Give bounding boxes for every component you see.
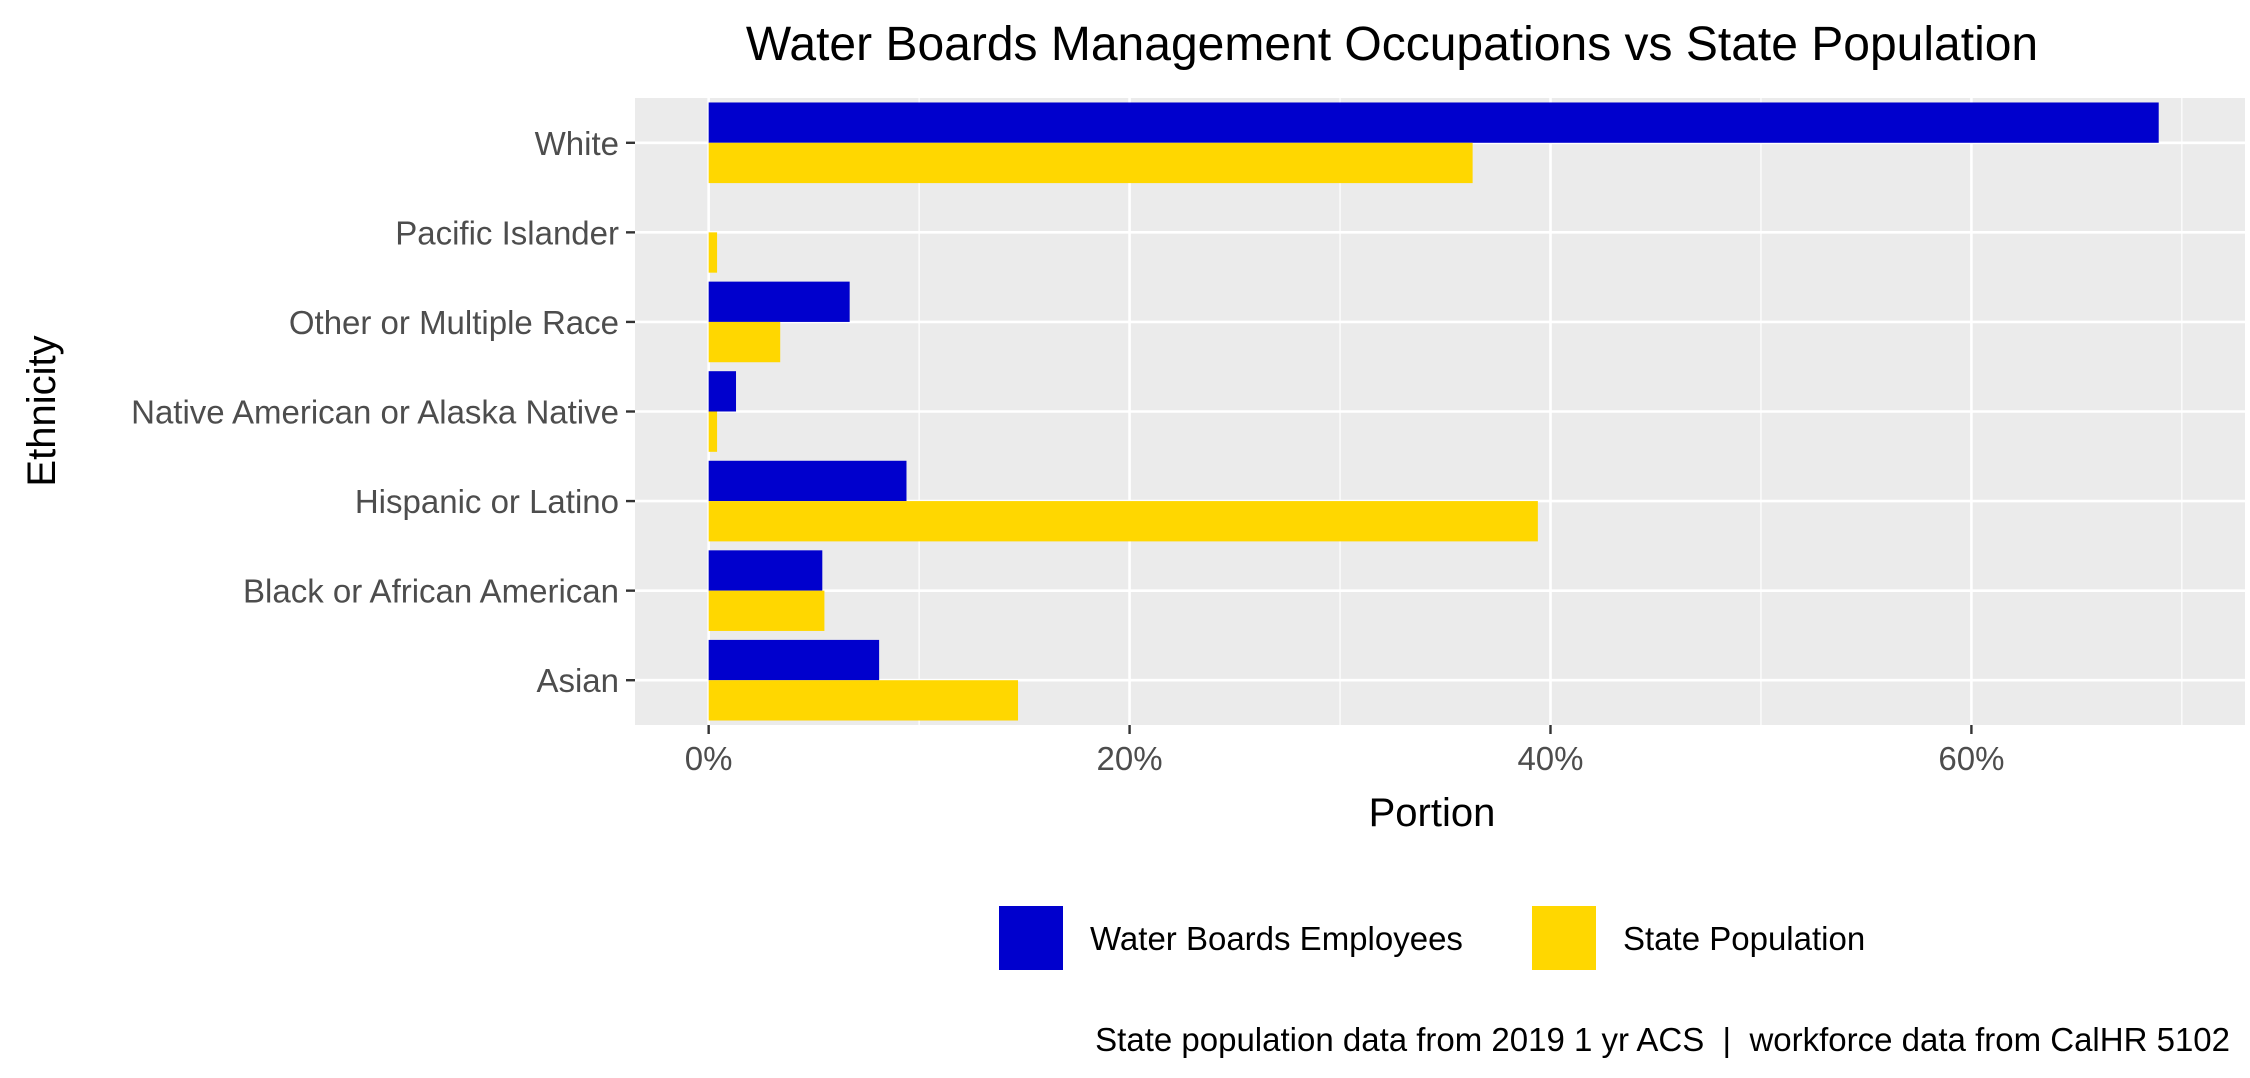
legend-label: Water Boards Employees (1090, 920, 1463, 957)
bar-population (708, 411, 718, 452)
caption: State population data from 2019 1 yr ACS… (1095, 1021, 2230, 1058)
bar-employees (708, 102, 2159, 143)
y-tick-label: Hispanic or Latino (355, 483, 619, 520)
y-axis: Asian Black or African American Hispanic o… (131, 125, 635, 699)
bar-population (708, 590, 825, 631)
bar-employees (708, 550, 823, 591)
legend-key-population (1530, 904, 1598, 972)
bar-population (708, 501, 1538, 542)
y-tick-label: Native American or Alaska Native (131, 394, 619, 431)
bar-population (708, 321, 781, 363)
bars (708, 102, 2159, 721)
bar-employees (708, 639, 880, 681)
x-tick-label: 40% (1517, 740, 1583, 777)
bar-employees (708, 371, 737, 412)
x-axis-title: Portion (1369, 791, 1496, 835)
legend: Water Boards Employees State Population (997, 904, 1865, 972)
x-tick-label: 20% (1097, 740, 1163, 777)
chart-title: Water Boards Management Occupations vs S… (746, 18, 2038, 71)
y-tick-label: Black or African American (243, 573, 619, 610)
x-axis: 0% 20% 40% 60% (685, 725, 2004, 777)
legend-label: State Population (1623, 920, 1865, 957)
y-tick-label: Other or Multiple Race (289, 304, 619, 341)
y-tick-label: Pacific Islander (395, 214, 619, 251)
bar-employees (708, 460, 907, 502)
bar-population (708, 680, 1019, 721)
x-tick-label: 60% (1938, 740, 2004, 777)
legend-key-employees (997, 904, 1065, 972)
y-axis-title: Ethnicity (20, 335, 64, 486)
y-tick-label: Asian (536, 662, 619, 699)
bar-population (708, 232, 718, 273)
x-tick-label: 0% (685, 740, 733, 777)
bar-employees (708, 281, 850, 322)
y-tick-label: White (535, 125, 619, 162)
bar-population (708, 142, 1473, 184)
